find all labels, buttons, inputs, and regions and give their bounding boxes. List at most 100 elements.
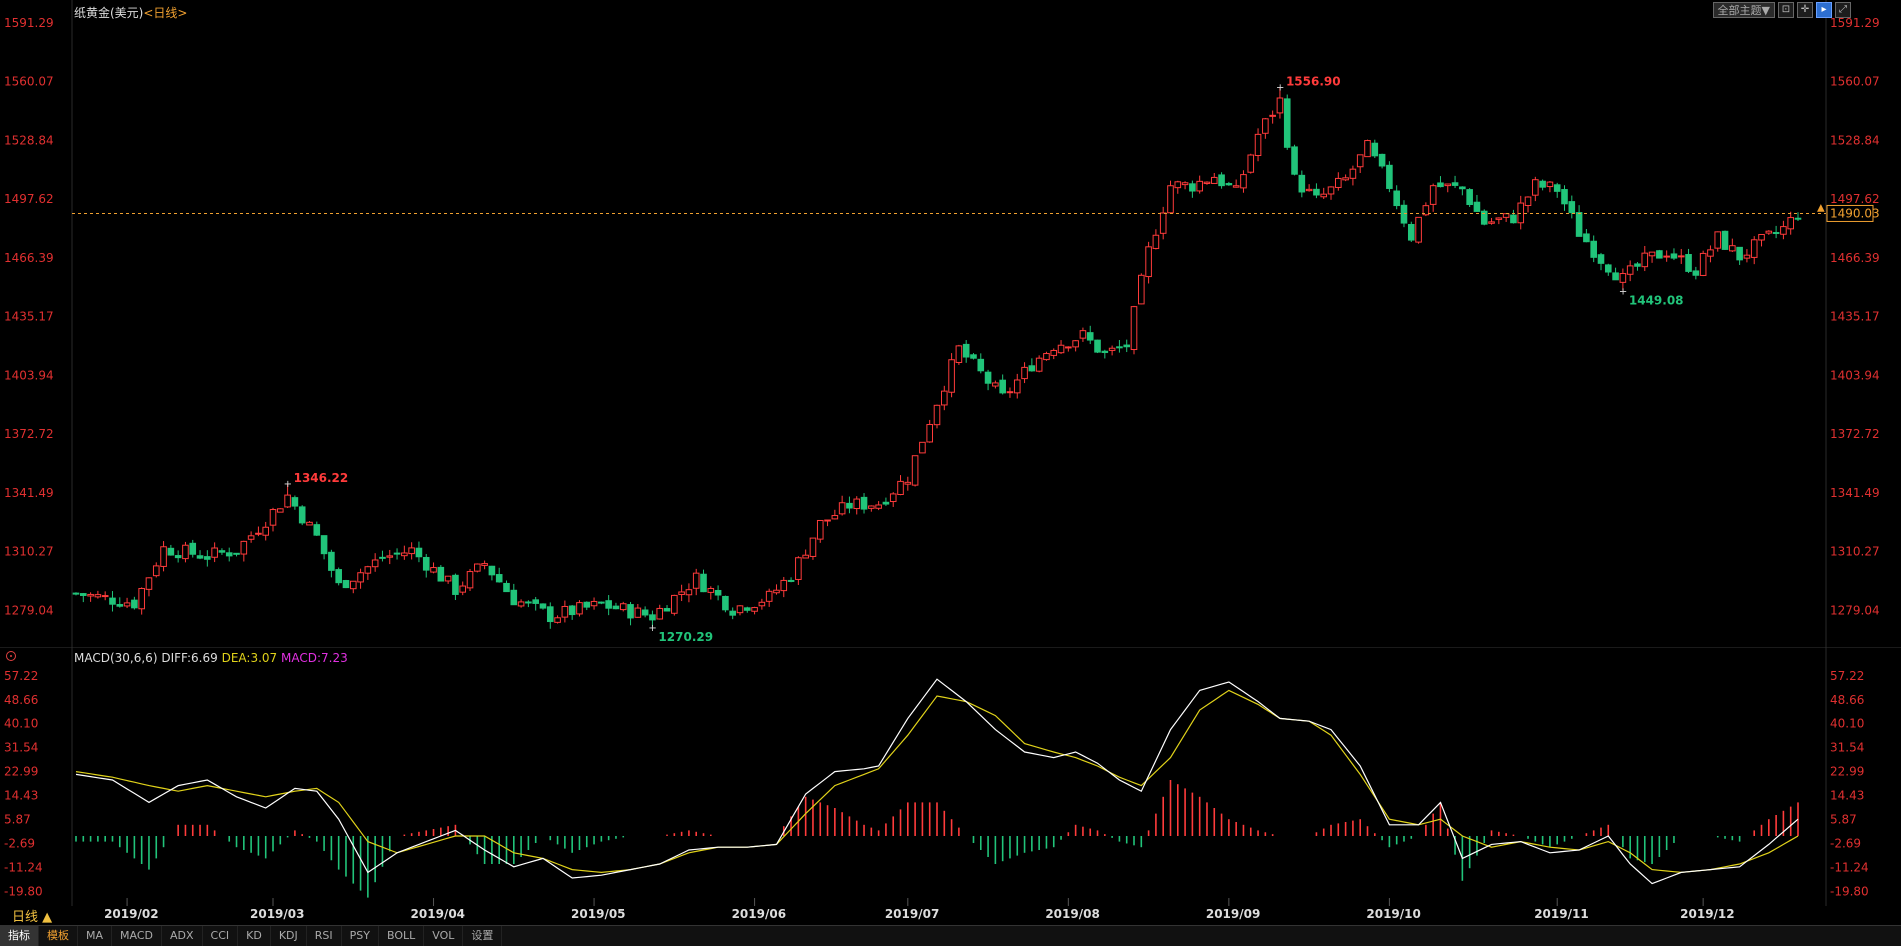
- candle-body: [1677, 255, 1685, 258]
- candle-body: [1327, 186, 1335, 195]
- macd-tick-left: 48.66: [4, 693, 38, 707]
- candle-body: [1750, 239, 1758, 258]
- candle: [1313, 183, 1320, 199]
- indicator-tab[interactable]: MACD: [112, 926, 162, 946]
- candle-body: [940, 390, 948, 406]
- candle: [1065, 346, 1072, 352]
- candle: [1262, 118, 1269, 139]
- candle: [1619, 268, 1627, 291]
- candle-body: [320, 535, 328, 555]
- candle-body: [1262, 118, 1269, 134]
- candle: [152, 562, 160, 578]
- x-tick-label: 2019/03: [250, 907, 304, 921]
- candle-body: [1641, 252, 1649, 268]
- candle: [328, 549, 335, 578]
- indicator-tab[interactable]: PSY: [342, 926, 379, 946]
- candle: [656, 604, 664, 620]
- candle-body: [970, 354, 977, 359]
- candle-body: [1123, 344, 1131, 348]
- candle-body: [1685, 254, 1692, 272]
- candle: [1634, 262, 1641, 271]
- x-tick-label: 2019/08: [1045, 907, 1099, 921]
- candle-body: [1313, 188, 1320, 196]
- candle-body: [1415, 216, 1422, 243]
- candle-body: [853, 498, 861, 510]
- candle-body: [1101, 350, 1109, 354]
- candle: [1772, 225, 1780, 239]
- candle: [1130, 305, 1138, 355]
- candle-body: [364, 566, 372, 574]
- macd-chart[interactable]: 57.22 57.22 48.66 48.66 40.10 40.10 31.54 31.54…: [0, 648, 1901, 925]
- crosshair-icon[interactable]: ✛: [1797, 2, 1813, 18]
- candle-body: [1130, 306, 1138, 351]
- indicator-tab[interactable]: CCI: [203, 926, 239, 946]
- candle-body: [1371, 142, 1379, 157]
- candle: [1181, 181, 1189, 190]
- candle: [1553, 182, 1561, 198]
- macd-tick-left: -11.24: [4, 860, 43, 874]
- candle-body: [72, 592, 80, 595]
- indicator-tab[interactable]: 模板: [39, 926, 78, 946]
- macd-params: MACD(30,6,6): [74, 651, 158, 665]
- candle-body: [189, 542, 197, 555]
- indicator-tab[interactable]: BOLL: [379, 926, 425, 946]
- cursor-icon[interactable]: ▸: [1816, 2, 1832, 18]
- candle-body: [1451, 182, 1459, 186]
- candle: [1480, 209, 1488, 226]
- candle-body: [131, 599, 138, 609]
- candle-body: [955, 345, 963, 363]
- candle-body: [1335, 177, 1342, 188]
- indicator-tab[interactable]: KD: [238, 926, 271, 946]
- price-chart[interactable]: 1591.29 1591.29 1560.07 1560.07 1528.84 1528.…: [0, 0, 1901, 648]
- candle: [101, 591, 109, 601]
- candle-body: [707, 587, 715, 593]
- candle-body: [1772, 232, 1780, 235]
- candle: [678, 584, 685, 602]
- indicator-tab[interactable]: KDJ: [271, 926, 307, 946]
- candle-body: [1028, 365, 1036, 372]
- fullscreen-icon[interactable]: ⤢: [1835, 2, 1851, 18]
- candle: [401, 545, 408, 560]
- indicator-tab[interactable]: VOL: [424, 926, 464, 946]
- indicator-tab-bar: 指标 模板 MA MACD ADX CCI KD KDJ RSI PSY BOLL VOL 设置: [0, 925, 1901, 946]
- candle-body: [1378, 153, 1386, 167]
- indicator-tab[interactable]: RSI: [307, 926, 342, 946]
- candle-body: [568, 605, 576, 616]
- fit-icon[interactable]: ⊡: [1778, 2, 1794, 18]
- candle: [1656, 249, 1663, 259]
- candle-body: [349, 580, 357, 590]
- candle: [561, 600, 569, 623]
- candle: [481, 560, 488, 570]
- candle: [685, 583, 693, 603]
- indicator-tab[interactable]: MA: [78, 926, 113, 946]
- candle-body: [1006, 391, 1014, 394]
- indicator-tab[interactable]: 指标: [0, 926, 39, 946]
- candle-body: [1035, 357, 1043, 372]
- candle-body: [846, 502, 853, 509]
- candle-body: [167, 547, 175, 556]
- candle: [1254, 128, 1262, 162]
- candle: [619, 601, 627, 612]
- period-toggle[interactable]: 日线 ▲: [12, 910, 53, 925]
- candle-body: [773, 589, 780, 594]
- candle-body: [809, 537, 817, 557]
- indicator-settings-icon[interactable]: [6, 651, 16, 661]
- candle-body: [160, 546, 167, 567]
- indicator-tab[interactable]: 设置: [463, 926, 503, 946]
- indicator-tab[interactable]: ADX: [162, 926, 203, 946]
- candle-body: [743, 607, 751, 611]
- candle-body: [1269, 114, 1276, 117]
- candle: [773, 584, 780, 595]
- period-label[interactable]: <日线>: [143, 6, 188, 20]
- candle: [1466, 188, 1473, 208]
- candle-body: [79, 593, 87, 596]
- theme-select-button[interactable]: 全部主题▼: [1712, 2, 1775, 18]
- candle: [707, 586, 715, 600]
- x-tick-label: 2019/12: [1680, 907, 1734, 921]
- candle: [1663, 250, 1670, 262]
- macd-legend: MACD(30,6,6) DIFF:6.69 DEA:3.07 MACD:7.2…: [74, 651, 348, 665]
- macd-tick-left: 57.22: [4, 669, 38, 683]
- candle: [189, 539, 197, 558]
- extreme-marker: +: [1619, 286, 1627, 297]
- candle-body: [328, 551, 335, 571]
